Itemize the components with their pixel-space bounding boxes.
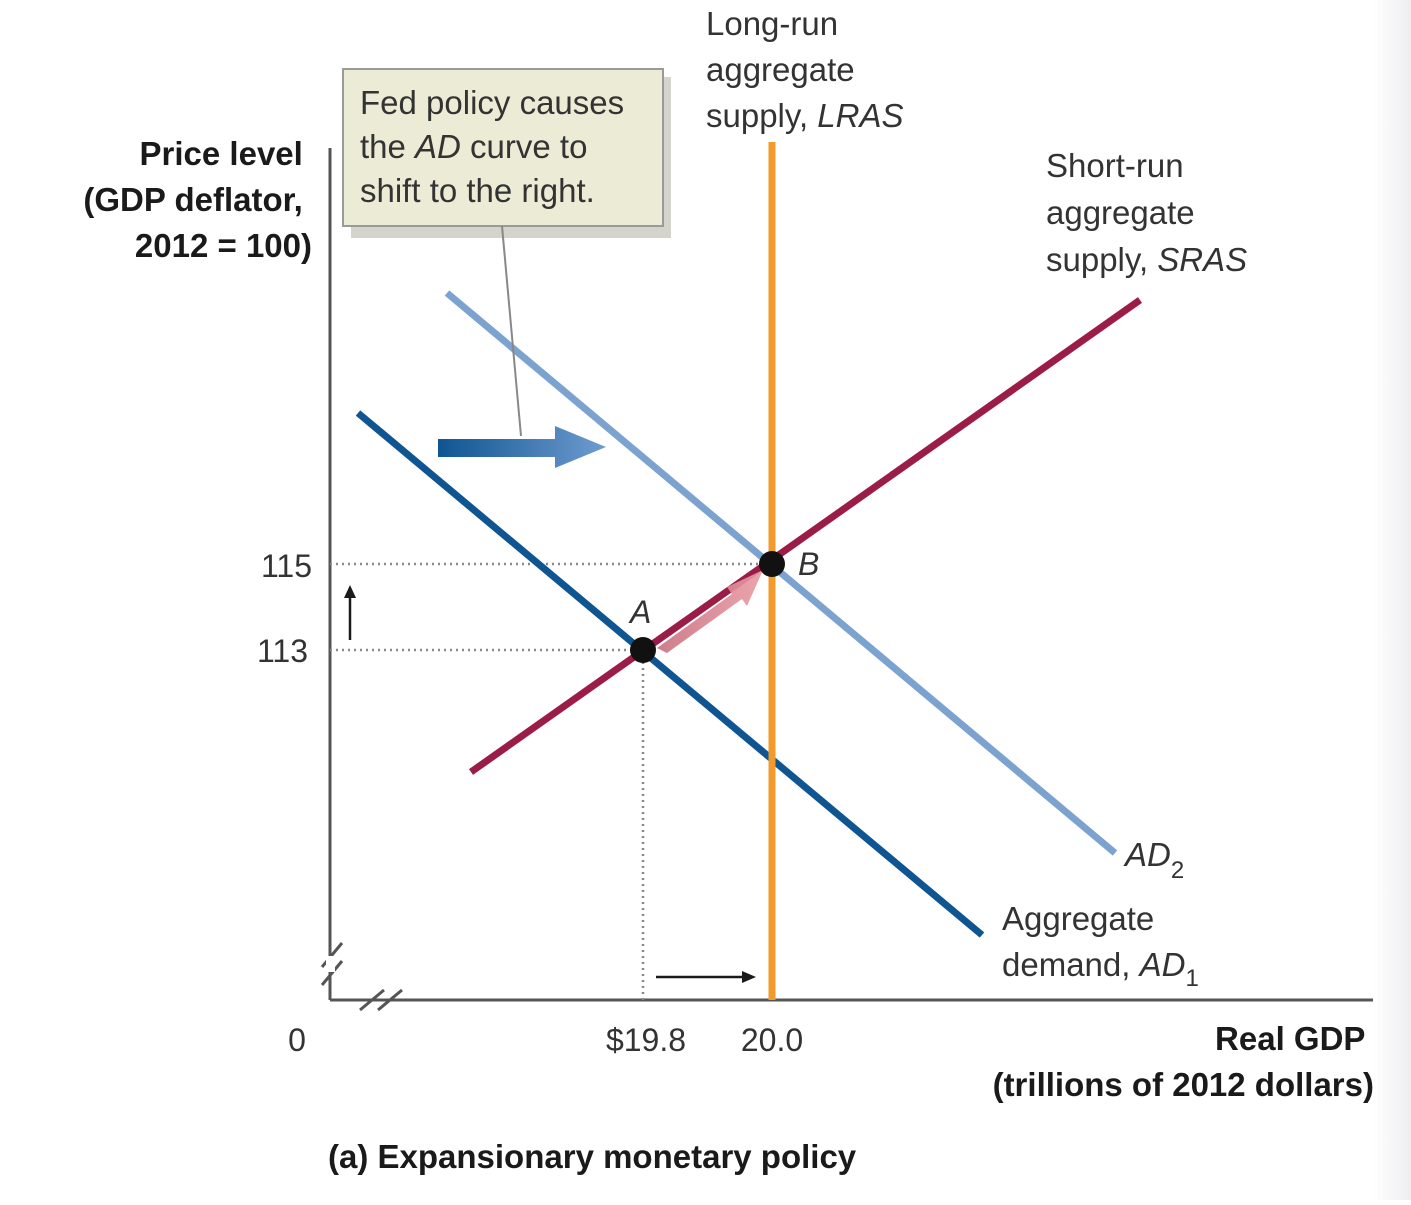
x-axis-title: Real GDP (trillions of 2012 dollars) (993, 1020, 1374, 1103)
annotation-line-1: Fed policy causes (360, 84, 624, 121)
equilibrium-point-a (630, 637, 656, 663)
y-axis-title: Price level (GDP deflator, 2012 = 100) (83, 135, 312, 264)
equilibrium-point-b (759, 551, 785, 577)
sras-curve (468, 297, 1143, 775)
point-b-label: B (798, 546, 819, 582)
annotation-line-2: the AD curve to (360, 128, 587, 165)
x-tick-label-19-8: $19.8 (606, 1022, 686, 1058)
lras-label: Long-run aggregate supply, LRAS (706, 5, 904, 134)
point-a-label: A (628, 594, 651, 630)
y-axis-break-gap (326, 956, 335, 972)
annotation-line-3: shift to the right. (360, 172, 595, 209)
x-axis-break (359, 988, 403, 1012)
ad1-curve (355, 410, 985, 938)
chart-title: (a) Expansionary monetary policy (328, 1138, 857, 1175)
page-edge-shadow (1373, 0, 1411, 1200)
annotation-leader-line (501, 225, 522, 437)
move-along-sras-arrow (657, 570, 763, 653)
sras-label: Short-run aggregate supply, SRAS (1046, 147, 1247, 278)
annotation-text: Fed policy causes the AD curve to shift … (360, 84, 633, 209)
y-axis-break (320, 942, 344, 986)
y-tick-label-115: 115 (261, 548, 312, 584)
ad1-label: Aggregate demand, AD1 (1002, 900, 1199, 992)
origin-label: 0 (288, 1022, 306, 1058)
price-increase-arrow (344, 585, 356, 640)
annotation-box (342, 68, 664, 227)
output-increase-arrow (656, 971, 756, 983)
ad2-label: AD2 (1123, 836, 1184, 884)
ad-shift-arrow (438, 426, 606, 468)
annotation-ad-term: AD (413, 128, 461, 165)
y-tick-label-113: 113 (257, 633, 308, 669)
x-tick-label-20-0: 20.0 (741, 1022, 803, 1058)
